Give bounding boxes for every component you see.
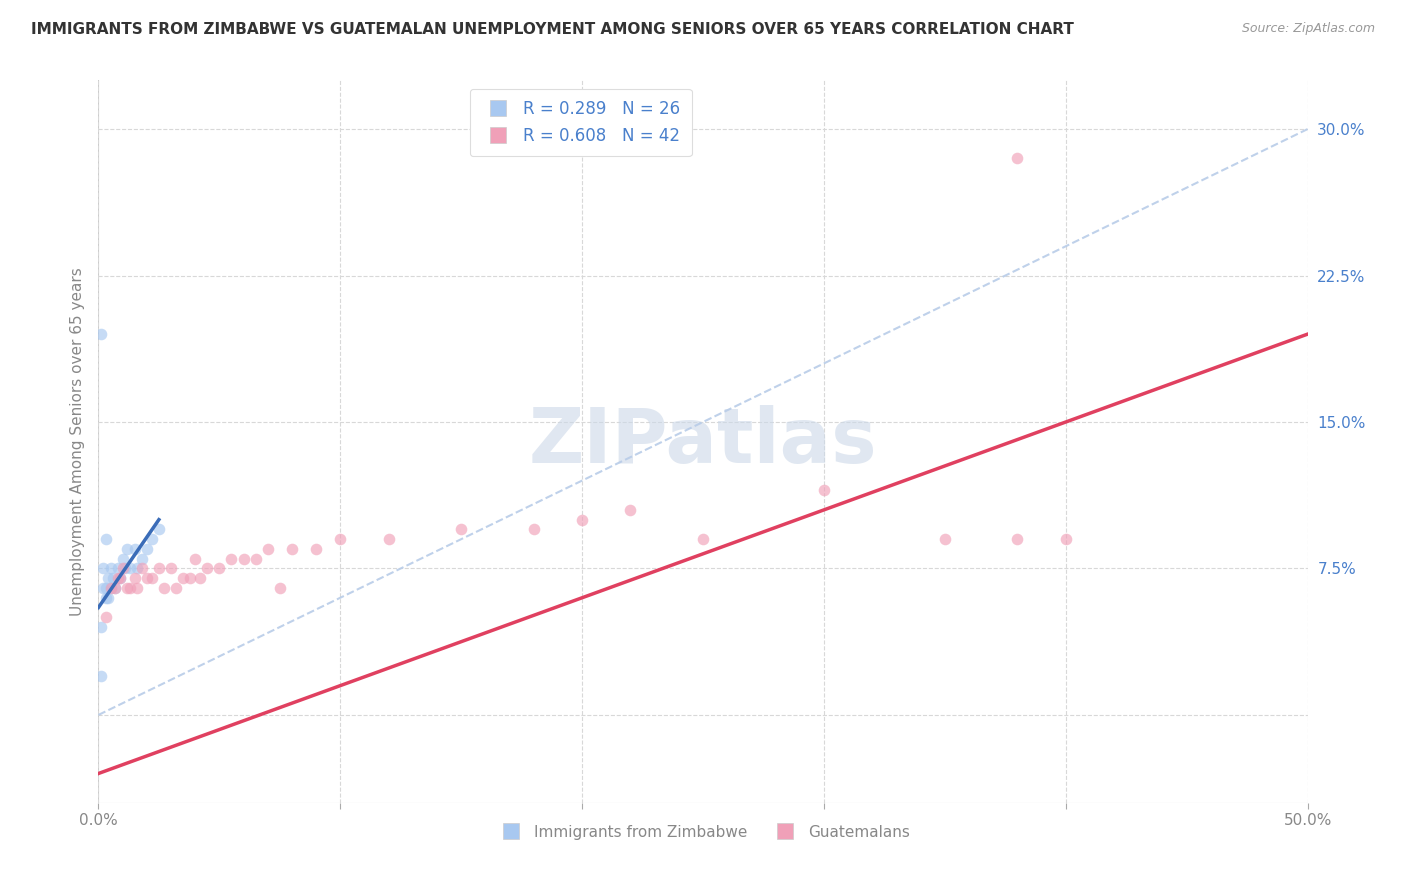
Point <box>124 571 146 585</box>
Point <box>281 541 304 556</box>
Point <box>101 571 124 585</box>
Point <box>135 541 157 556</box>
Point <box>114 561 136 575</box>
Point <box>141 532 163 546</box>
Point <box>127 561 149 575</box>
Point <box>107 571 129 585</box>
Point <box>90 669 112 683</box>
Point <box>256 541 278 556</box>
Point <box>232 551 254 566</box>
Point <box>100 561 122 575</box>
Point <box>94 591 117 605</box>
Point <box>208 561 231 575</box>
Point <box>619 503 641 517</box>
Point <box>165 581 187 595</box>
Point <box>111 561 134 575</box>
Point <box>571 513 593 527</box>
Point <box>117 581 139 595</box>
Point <box>523 523 546 537</box>
Point <box>94 532 117 546</box>
Point <box>108 571 131 585</box>
Point <box>104 581 127 595</box>
Point <box>118 561 141 575</box>
Point <box>221 551 243 566</box>
Point <box>195 561 218 575</box>
Point <box>1007 532 1029 546</box>
Point <box>127 581 149 595</box>
Point <box>160 561 183 575</box>
Point <box>184 551 207 566</box>
Point <box>152 581 174 595</box>
Point <box>90 327 112 342</box>
Text: Source: ZipAtlas.com: Source: ZipAtlas.com <box>1241 22 1375 36</box>
Point <box>269 581 291 595</box>
Point <box>131 561 153 575</box>
Point <box>245 551 267 566</box>
Point <box>94 581 117 595</box>
Point <box>100 581 122 595</box>
Point <box>377 532 399 546</box>
Point <box>148 561 170 575</box>
Point <box>934 532 956 546</box>
Point <box>135 571 157 585</box>
Point <box>305 541 328 556</box>
Point <box>813 483 835 498</box>
Point <box>104 581 127 595</box>
Point <box>118 581 141 595</box>
Point <box>692 532 714 546</box>
Point <box>97 571 120 585</box>
Point <box>179 571 201 585</box>
Point <box>1054 532 1077 546</box>
Point <box>100 581 122 595</box>
Point <box>90 620 112 634</box>
Point <box>97 591 120 605</box>
Point <box>107 561 129 575</box>
Text: IMMIGRANTS FROM ZIMBABWE VS GUATEMALAN UNEMPLOYMENT AMONG SENIORS OVER 65 YEARS : IMMIGRANTS FROM ZIMBABWE VS GUATEMALAN U… <box>31 22 1074 37</box>
Point <box>108 571 131 585</box>
Point <box>131 551 153 566</box>
Point <box>329 532 352 546</box>
Point <box>172 571 194 585</box>
Text: ZIPatlas: ZIPatlas <box>529 405 877 478</box>
Point <box>124 541 146 556</box>
Point <box>117 541 139 556</box>
Point <box>1007 152 1029 166</box>
Point <box>91 561 114 575</box>
Point <box>94 610 117 624</box>
Point <box>111 551 134 566</box>
Point <box>188 571 211 585</box>
Point <box>450 523 472 537</box>
Point <box>141 571 163 585</box>
Legend: Immigrants from Zimbabwe, Guatemalans: Immigrants from Zimbabwe, Guatemalans <box>489 819 917 846</box>
Y-axis label: Unemployment Among Seniors over 65 years: Unemployment Among Seniors over 65 years <box>69 268 84 615</box>
Point <box>148 523 170 537</box>
Point <box>91 581 114 595</box>
